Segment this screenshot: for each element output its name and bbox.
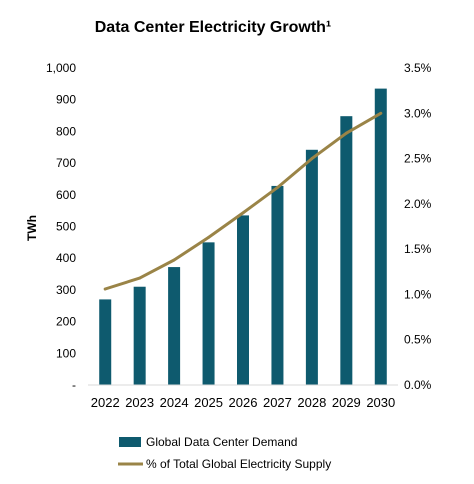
right-axis-ticks: 0.0% 0.5% 1.0% 1.5% 2.0% 2.5% 3.0% 3.5% <box>404 61 432 392</box>
right-tick-label: 3.0% <box>404 106 432 120</box>
bar <box>133 286 146 385</box>
legend-label-bars: Global Data Center Demand <box>146 435 297 449</box>
left-tick-label: 400 <box>56 251 76 265</box>
x-tick-label: 2023 <box>125 395 154 410</box>
right-tick-label: 2.5% <box>404 152 432 166</box>
left-tick-label: 900 <box>56 93 76 107</box>
bar <box>305 149 318 385</box>
x-tick-label: 2027 <box>263 395 292 410</box>
left-tick-label: - <box>72 378 76 392</box>
x-tick-label: 2024 <box>160 395 189 410</box>
x-tick-label: 2022 <box>91 395 120 410</box>
bar <box>99 299 112 385</box>
y-axis-label: TWh <box>25 215 39 241</box>
bar <box>271 185 284 385</box>
left-tick-label: 200 <box>56 315 76 329</box>
bar <box>374 88 387 385</box>
x-tick-label: 2026 <box>229 395 258 410</box>
line-point <box>379 111 383 115</box>
x-tick-label: 2030 <box>366 395 395 410</box>
bar <box>340 116 353 386</box>
legend-label-line: % of Total Global Electricity Supply <box>146 457 331 471</box>
right-tick-label: 2.0% <box>404 197 432 211</box>
right-tick-label: 1.5% <box>404 242 432 256</box>
line-point <box>344 131 348 135</box>
left-tick-label: 1,000 <box>46 61 76 75</box>
line-point <box>276 186 279 189</box>
line-point <box>172 258 176 262</box>
right-tick-label: 0.0% <box>404 378 432 392</box>
chart-title: Data Center Electricity Growth¹ <box>95 19 332 36</box>
legend-swatch-bars <box>119 437 141 447</box>
bar <box>202 242 215 385</box>
left-tick-label: 500 <box>56 220 76 234</box>
line-point <box>207 235 210 239</box>
right-tick-label: 3.5% <box>404 61 432 75</box>
left-tick-label: 600 <box>56 188 76 202</box>
legend: Global Data Center Demand % of Total Glo… <box>118 435 331 471</box>
left-tick-label: 300 <box>56 283 76 297</box>
bar-series <box>99 88 387 386</box>
line-point <box>103 287 107 291</box>
right-tick-label: 1.0% <box>404 287 432 301</box>
x-tick-label: 2029 <box>332 395 361 410</box>
left-tick-label: 800 <box>56 124 76 138</box>
left-tick-label: 700 <box>56 156 76 170</box>
line-point <box>310 157 314 160</box>
x-tick-label: 2025 <box>194 395 223 410</box>
left-tick-label: 100 <box>56 346 76 360</box>
x-axis-ticks: 2022 2023 2024 2025 2026 2027 2028 2029 2030 <box>91 395 395 410</box>
line-point <box>138 276 142 280</box>
line-point <box>241 211 245 215</box>
right-tick-label: 0.5% <box>404 333 432 347</box>
line-series <box>103 111 383 291</box>
bar <box>237 215 249 385</box>
left-axis-ticks: - 100 200 300 400 500 600 700 800 900 1,000 <box>46 61 76 392</box>
bar <box>168 267 181 385</box>
x-tick-label: 2028 <box>297 395 326 410</box>
